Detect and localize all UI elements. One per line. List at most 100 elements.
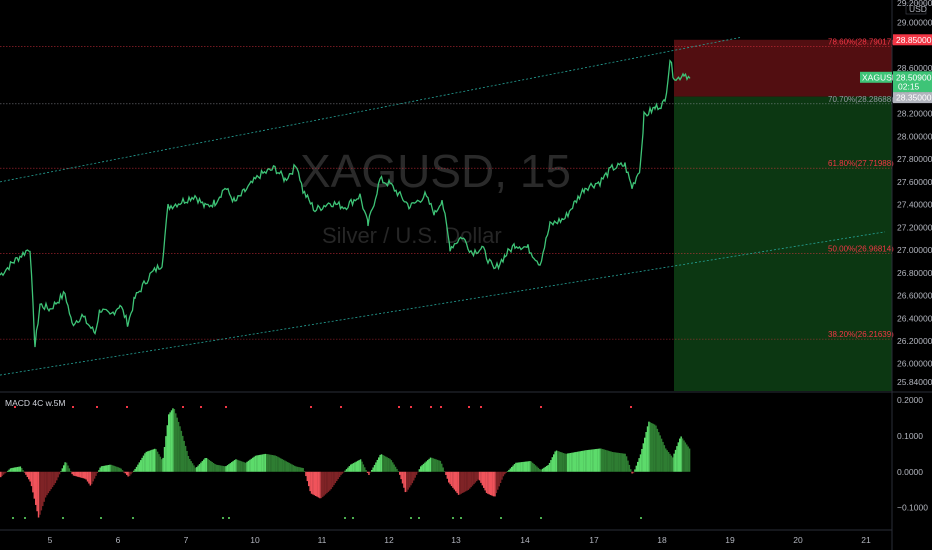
macd-bar: [641, 448, 643, 472]
macd-bar: [631, 471, 633, 474]
macd-bar: [504, 471, 506, 475]
macd-bar: [252, 457, 254, 472]
macd-bar: [189, 458, 191, 472]
macd-bar: [371, 469, 373, 472]
macd-bar: [537, 467, 540, 472]
macd-bar: [667, 452, 670, 472]
macd-bar: [89, 471, 92, 486]
channel-line[interactable]: [0, 37, 741, 183]
macd-bar: [154, 448, 156, 472]
macd-bar: [512, 465, 514, 472]
price-axis-tick: 26.00000: [897, 359, 932, 369]
price-series-line: [0, 59, 691, 348]
macd-bar: [621, 453, 624, 472]
macd-bar: [12, 467, 15, 472]
macd-bar: [67, 465, 69, 472]
indicator-title[interactable]: MACD 4C w.5M: [5, 398, 65, 408]
macd-bar: [555, 450, 558, 472]
macd-bar: [551, 457, 554, 472]
macd-bar: [676, 446, 678, 472]
macd-bar: [526, 461, 528, 472]
macd-bar: [309, 471, 311, 492]
macd-bar: [280, 458, 282, 472]
take-profit-zone[interactable]: [674, 96, 892, 391]
indicator-axis[interactable]: 0.2000 0.1000 0.0000 −0.1000: [897, 395, 928, 513]
macd-bar: [75, 471, 78, 477]
macd-bar: [116, 466, 118, 472]
time-axis-tick: 21: [861, 535, 871, 545]
macd-bar: [29, 471, 31, 482]
macd-bar: [453, 471, 456, 490]
macd-bar: [326, 471, 328, 494]
macd-bar: [684, 442, 687, 472]
macd-bar: [660, 438, 663, 472]
macd-bar: [638, 458, 640, 472]
macd-bar: [207, 458, 209, 472]
macd-bar: [351, 463, 353, 472]
macd-bar: [292, 465, 295, 472]
macd-bar: [533, 464, 535, 472]
macd-bar: [603, 449, 605, 472]
price-axis-tick: 26.60000: [897, 291, 932, 301]
macd-bar: [396, 468, 398, 472]
channel-line[interactable]: [0, 231, 886, 376]
macd-bar: [287, 462, 289, 472]
macd-bar: [273, 455, 275, 472]
macd-bar: [366, 471, 369, 473]
macd-bar: [312, 471, 314, 495]
macd-bar: [387, 458, 390, 472]
macd-bar: [411, 471, 414, 484]
macd-bar: [327, 471, 330, 492]
macd-bar: [362, 464, 365, 472]
currency-box[interactable]: [905, 2, 927, 15]
macd-bar: [301, 467, 303, 472]
fibonacci-retracement[interactable]: 78.60%(28.79017) 70.70%(28.28688) 61.80%(2…: [0, 38, 894, 340]
macd-bar: [319, 471, 321, 499]
macd-bar: [574, 452, 576, 472]
macd-bar: [148, 450, 150, 472]
macd-bar: [625, 456, 628, 472]
macd-bar: [425, 461, 428, 472]
macd-bar: [378, 457, 380, 472]
macd-bar: [208, 459, 211, 472]
macd-bar: [49, 471, 51, 492]
macd-bar: [250, 458, 253, 472]
currency-label: USD: [909, 4, 927, 14]
macd-bar: [159, 456, 162, 472]
macd-bar: [320, 471, 323, 499]
macd-bar: [477, 471, 479, 480]
macd-bar: [197, 465, 199, 472]
macd-bar: [161, 459, 163, 472]
signal-dot-green: [62, 517, 64, 519]
macd-bar: [141, 457, 143, 472]
macd-bar: [19, 466, 22, 472]
trend-channel[interactable]: [0, 37, 886, 376]
macd-bar: [499, 471, 502, 484]
macd-bar: [546, 465, 548, 472]
time-axis[interactable]: 5 6 7 10 11 12 13 14 17 18 19 20 21: [48, 535, 871, 545]
macd-bar: [456, 471, 458, 494]
symbol-watermark: XAGUSD, 15 Silver / U.S. Dollar: [300, 145, 571, 248]
stop-loss-zone[interactable]: [674, 39, 892, 97]
fib-level-label: 50.00%(26.96814): [828, 245, 894, 254]
macd-bar: [606, 450, 608, 472]
signal-dot-red: [468, 406, 470, 408]
macd-bar: [471, 471, 474, 486]
fib-level-label: 70.70%(28.28688): [828, 95, 894, 104]
macd-histogram: [0, 406, 691, 519]
macd-bar: [534, 465, 537, 472]
macd-bar: [469, 471, 471, 489]
macd-bar: [32, 471, 34, 493]
macd-bar: [483, 471, 485, 488]
macd-bar: [672, 457, 674, 472]
macd-bar: [57, 471, 59, 478]
signal-dot-red: [126, 406, 128, 408]
macd-bar: [254, 455, 257, 472]
signal-dot-red: [310, 406, 312, 408]
macd-bar: [288, 462, 290, 472]
signal-dot-red: [182, 406, 184, 408]
signal-dot-green: [132, 517, 134, 519]
macd-bar: [659, 435, 661, 472]
